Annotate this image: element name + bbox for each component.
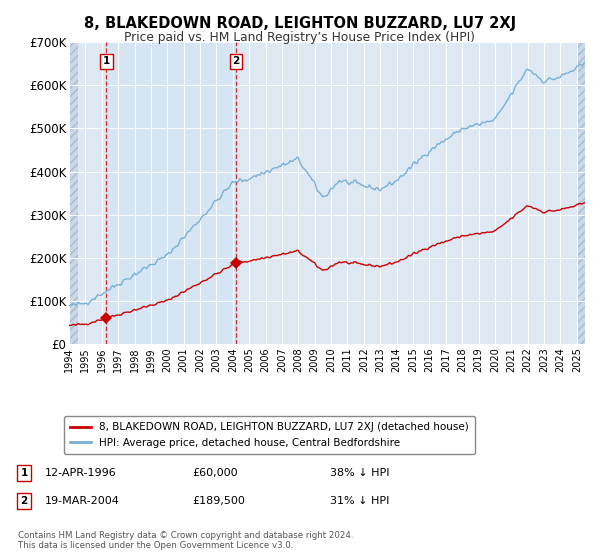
Text: 2: 2	[233, 57, 240, 67]
Text: 38% ↓ HPI: 38% ↓ HPI	[330, 468, 389, 478]
Text: 2: 2	[20, 496, 28, 506]
Text: 12-APR-1996: 12-APR-1996	[45, 468, 117, 478]
Text: £60,000: £60,000	[192, 468, 238, 478]
Text: 8, BLAKEDOWN ROAD, LEIGHTON BUZZARD, LU7 2XJ: 8, BLAKEDOWN ROAD, LEIGHTON BUZZARD, LU7…	[84, 16, 516, 31]
Text: Price paid vs. HM Land Registry’s House Price Index (HPI): Price paid vs. HM Land Registry’s House …	[125, 31, 476, 44]
Text: £189,500: £189,500	[192, 496, 245, 506]
Text: Contains HM Land Registry data © Crown copyright and database right 2024.
This d: Contains HM Land Registry data © Crown c…	[18, 530, 353, 550]
Bar	[577, 42, 587, 344]
Text: 31% ↓ HPI: 31% ↓ HPI	[330, 496, 389, 506]
Text: 1: 1	[103, 57, 110, 67]
Legend: 8, BLAKEDOWN ROAD, LEIGHTON BUZZARD, LU7 2XJ (detached house), HPI: Average pric: 8, BLAKEDOWN ROAD, LEIGHTON BUZZARD, LU7…	[64, 416, 475, 454]
Text: 19-MAR-2004: 19-MAR-2004	[45, 496, 120, 506]
Bar	[106, 42, 236, 344]
Text: 1: 1	[20, 468, 28, 478]
Bar	[69, 42, 78, 344]
